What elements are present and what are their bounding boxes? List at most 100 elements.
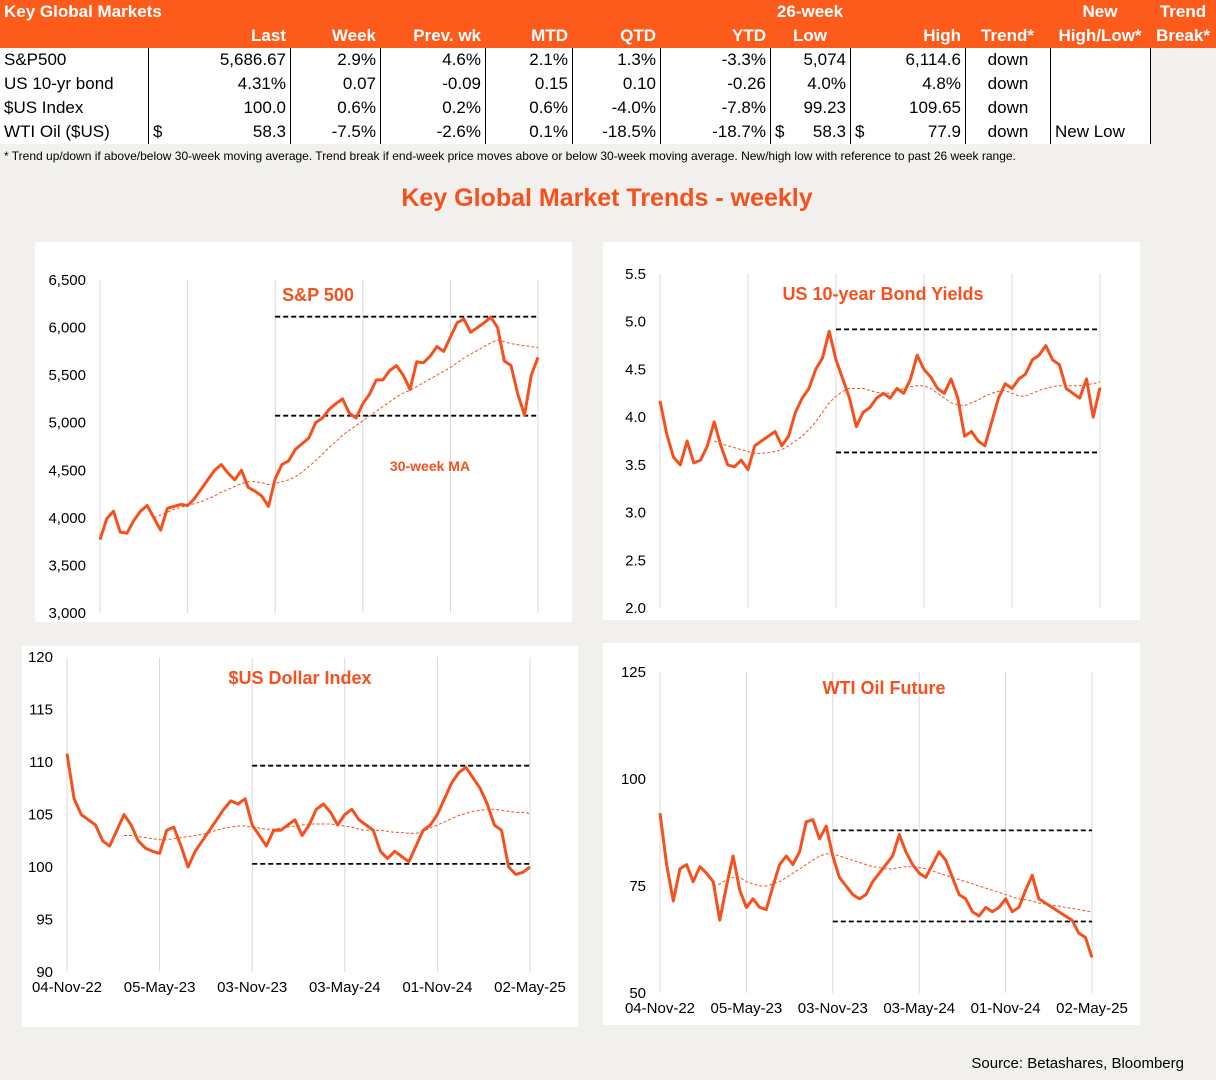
- cell-value: -7.5%: [290, 120, 380, 144]
- column-header: MTD: [531, 26, 568, 45]
- chart-panel: [603, 242, 1140, 620]
- column-header: Trend: [1159, 2, 1207, 21]
- y-tick-label: 115: [29, 702, 53, 719]
- cell-value: New Low: [1050, 120, 1150, 144]
- cell-value: [1150, 48, 1216, 72]
- series-label: 30-week MA: [390, 458, 470, 474]
- column-header: Low: [793, 26, 827, 45]
- x-tick-label: 05-May-23: [124, 979, 196, 996]
- cell-value: 4.6%: [380, 48, 485, 72]
- cell-symbol: $: [148, 120, 178, 144]
- row-name: S&P500: [4, 50, 67, 69]
- x-tick-label: 03-May-24: [309, 979, 381, 996]
- y-tick-label: 125: [621, 664, 646, 681]
- chart-panel: [603, 643, 1140, 1025]
- cell-value: 0.6%: [485, 96, 572, 120]
- cell-value: -7.8%: [660, 96, 770, 120]
- y-tick-label: 5.0: [625, 314, 646, 331]
- cell-value: 58.3: [252, 122, 286, 141]
- cell-value: 0.07: [290, 72, 380, 96]
- cell-value: 4.8%: [850, 72, 965, 96]
- y-tick-label: 50: [629, 985, 646, 1002]
- y-tick-label: 2.5: [625, 552, 646, 569]
- cell-value: -2.6%: [380, 120, 485, 144]
- cell-value: 2.1%: [485, 48, 572, 72]
- moving-average-line: [714, 381, 1101, 454]
- cell-value: 0.6%: [290, 96, 380, 120]
- cell-value: -0.26: [660, 72, 770, 96]
- column-header: High: [923, 26, 961, 45]
- table-row: [0, 48, 1150, 72]
- column-header: Break*: [1156, 26, 1210, 45]
- y-tick-label: 4.5: [625, 361, 646, 378]
- y-tick-label: 110: [29, 754, 53, 771]
- y-tick-label: 120: [28, 649, 53, 666]
- x-tick-label: 02-May-25: [494, 979, 566, 996]
- cell-value: down: [965, 48, 1050, 72]
- cell-value: 77.9: [927, 122, 961, 141]
- cell-value: [1050, 96, 1150, 120]
- y-tick-label: 3.0: [625, 505, 646, 522]
- x-tick-label: 03-Nov-23: [798, 1000, 868, 1017]
- column-header: Trend*: [981, 26, 1034, 45]
- cell-value: 58.3: [812, 122, 846, 141]
- cell-value: 0.1%: [485, 120, 572, 144]
- chart-panel: [35, 242, 572, 622]
- x-tick-label: 01-Nov-24: [402, 979, 472, 996]
- chart-title: S&P 500: [282, 285, 354, 305]
- y-tick-label: 100: [28, 859, 53, 876]
- table-row: [0, 96, 1150, 120]
- price-line: [65, 753, 531, 876]
- column-header: High/Low*: [1058, 26, 1142, 45]
- moving-average-line: [713, 853, 1093, 913]
- y-tick-label: 4.0: [625, 409, 646, 426]
- cell-value: 0.10: [572, 72, 660, 96]
- column-header: Prev. wk: [413, 26, 481, 45]
- y-tick-label: 5.5: [625, 266, 646, 283]
- column-header: Last: [251, 26, 286, 45]
- y-tick-label: 4,500: [48, 462, 86, 479]
- source: Source: Betashares, Bloomberg: [971, 1055, 1184, 1072]
- cell-symbol: $: [770, 120, 800, 144]
- row-name: $US Index: [4, 98, 84, 117]
- chart-title: US 10-year Bond Yields: [782, 284, 983, 304]
- cell-value: down: [965, 120, 1050, 144]
- row-name: US 10-yr bond: [4, 74, 114, 93]
- cell-value: 99.23: [770, 96, 850, 120]
- cell-value: down: [965, 96, 1050, 120]
- column-header: New: [1082, 2, 1118, 21]
- cell-value: 4.31%: [148, 72, 290, 96]
- table-title: Key Global Markets: [4, 2, 162, 21]
- x-tick-label: 03-May-24: [883, 1000, 955, 1017]
- cell-value: [1150, 96, 1216, 120]
- y-tick-label: 5,500: [48, 367, 86, 384]
- row-name: WTI Oil ($US): [4, 122, 110, 141]
- cell-value: 4.0%: [770, 72, 850, 96]
- cell-value: 100.0: [148, 96, 290, 120]
- chart-title: $US Dollar Index: [228, 668, 371, 688]
- cell-symbol: $: [850, 120, 880, 144]
- table-row: [0, 72, 1150, 96]
- y-tick-label: 4,000: [48, 510, 86, 527]
- x-tick-label: 02-May-25: [1056, 1000, 1128, 1017]
- moving-average-line: [124, 808, 531, 841]
- moving-average-line: [153, 339, 539, 519]
- cell-value: down: [965, 72, 1050, 96]
- cell-value: 5,074: [770, 48, 850, 72]
- cell-value: 2.9%: [290, 48, 380, 72]
- cell-value: [1050, 48, 1150, 72]
- cell-value: -18.7%: [660, 120, 770, 144]
- x-tick-label: 04-Nov-22: [32, 979, 102, 996]
- chart-panel: [22, 646, 578, 1027]
- y-tick-label: 3,500: [48, 557, 86, 574]
- y-tick-label: 95: [36, 912, 53, 929]
- y-tick-label: 105: [28, 807, 53, 824]
- y-tick-label: 90: [36, 964, 53, 981]
- cell-value: [1050, 72, 1150, 96]
- column-header: 26-week: [776, 2, 844, 21]
- cell-value: 0.15: [485, 72, 572, 96]
- y-tick-label: 3,000: [48, 605, 86, 622]
- cell-value: -18.5%: [572, 120, 660, 144]
- column-header: QTD: [620, 26, 656, 45]
